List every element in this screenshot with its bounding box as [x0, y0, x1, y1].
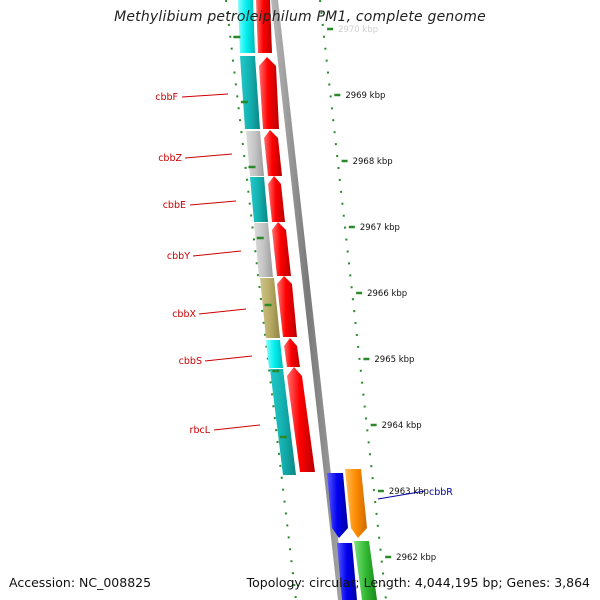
scale-label: 2967 kbp	[360, 223, 400, 233]
gene-label-cbbf: cbbF	[155, 92, 178, 103]
gene-arrow-red-1	[259, 57, 279, 129]
scale-label: 2970 kbp	[338, 25, 378, 35]
accession-text: Accession: NC_008825	[9, 575, 152, 590]
scale-label: 2966 kbp	[367, 289, 407, 299]
scale-label: 2968 kbp	[353, 157, 393, 167]
scale-label: 2964 kbp	[382, 421, 422, 431]
gene-label-leader	[184, 153, 233, 159]
map-title: Methylibium petroleiphilum PM1, complete…	[114, 9, 486, 25]
gene-arrow-green	[354, 541, 377, 600]
gene-label-leader	[377, 490, 426, 500]
gene-label-cbbe: cbbE	[163, 200, 186, 211]
gene-label-cbbx: cbbX	[172, 309, 196, 320]
scale-ticks	[233, 27, 392, 559]
gene-block-olive-cbbx	[260, 278, 280, 338]
scale-label: 2963 kbp	[389, 487, 429, 497]
forward-strand-track	[256, 0, 315, 472]
gene-label-leader	[213, 424, 261, 431]
gene-block-gray-cbby	[254, 223, 273, 277]
gene-block-teal-cbbe	[250, 177, 268, 222]
gene-label-cbbs: cbbS	[179, 356, 202, 367]
gene-label-leader	[192, 250, 242, 257]
gene-labels: cbbF cbbZ cbbE cbbY cbbX cbbS rbcL cbbR	[155, 92, 453, 500]
gene-arrow-red-7	[287, 367, 315, 472]
gene-label-leader	[189, 200, 237, 206]
gene-label-rbcl: rbcL	[190, 425, 211, 436]
gene-arrow-red-3	[268, 176, 285, 222]
gene-label-leader	[204, 355, 253, 362]
scale-label: 2965 kbp	[374, 355, 414, 365]
scale-labels: 2970 kbp 2969 kbp 2968 kbp 2967 kbp 2966 kbp…	[338, 25, 436, 563]
right-strand-genes	[327, 469, 377, 600]
gene-arrow-red-5	[277, 276, 297, 337]
reverse-strand-track	[238, 0, 296, 475]
gene-arrow-red-6	[284, 338, 300, 367]
genome-backbone	[271, 0, 345, 600]
topology-text: Topology: circular; Length: 4,044,195 bp…	[246, 575, 590, 590]
gene-arrow-blue-1	[327, 473, 348, 538]
gene-arrow-blue-2	[337, 543, 357, 600]
gene-arrow-red-4	[272, 222, 291, 276]
scale-label: 2969 kbp	[345, 91, 385, 101]
gene-label-cbbz: cbbZ	[158, 153, 182, 164]
gene-block-teal-rbcl	[270, 369, 296, 475]
gene-block-gray-cbbz	[246, 131, 264, 176]
gene-arrow-red-2	[264, 130, 282, 176]
gene-label-leader	[198, 308, 247, 315]
gene-block-cyan-cbbs	[266, 340, 283, 368]
gene-block-teal-cbbf	[240, 56, 260, 129]
outer-dotted-guide	[319, 0, 387, 600]
gene-label-leader	[181, 93, 229, 98]
gene-block-cyan-top	[238, 0, 255, 53]
scale-label: 2962 kbp	[396, 553, 436, 563]
gene-arrow-red-top	[256, 0, 272, 53]
gene-label-cbby: cbbY	[167, 251, 190, 262]
gene-arrow-orange	[345, 469, 367, 538]
gene-label-cbbr: cbbR	[429, 487, 453, 498]
